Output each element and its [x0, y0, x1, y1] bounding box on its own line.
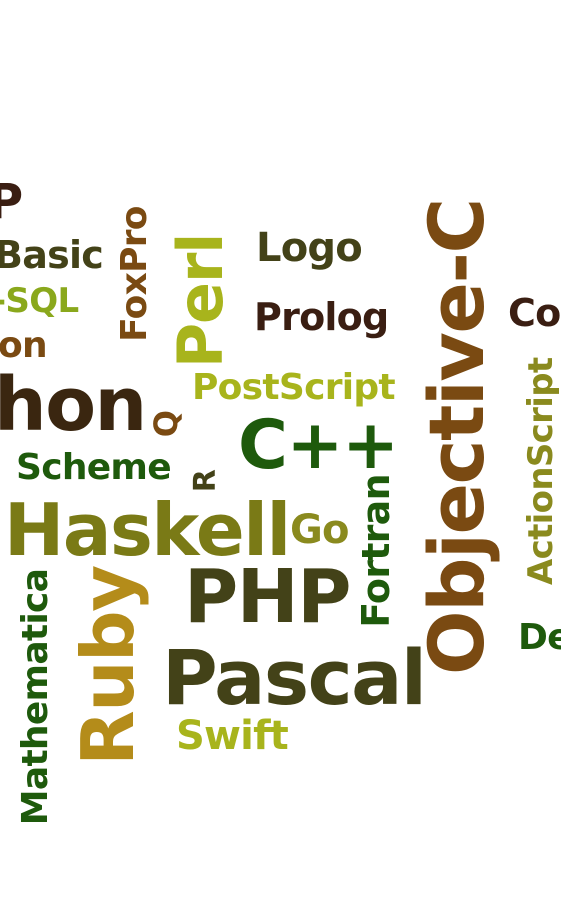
word-php: PHP [184, 554, 351, 640]
word-basic: Basic [0, 233, 104, 277]
word-de: De [518, 617, 561, 658]
word-scheme: Scheme [16, 447, 172, 488]
word-actionscript: ActionScript [521, 357, 561, 585]
word-logo: Logo [256, 225, 363, 271]
word-sql: -SQL [0, 281, 79, 321]
word-cpp: C++ [238, 406, 399, 485]
word-foxpro: FoxPro [114, 206, 155, 342]
word-swift: Swift [176, 713, 289, 759]
word-co: Co [508, 291, 561, 335]
word-fortran: Fortran [354, 474, 398, 628]
word-haskell: Haskell [4, 488, 291, 572]
word-postscript: PostScript [192, 367, 396, 408]
word-go: Go [290, 507, 350, 553]
word-pascal: Pascal [162, 633, 427, 722]
word-p-fragment: P [0, 174, 23, 230]
word-perl: Perl [164, 233, 237, 369]
word-ruby: Ruby [66, 566, 150, 766]
word-objective-c: Objective-C [412, 199, 501, 675]
word-q: Q [147, 410, 185, 438]
word-mathematica: Mathematica [15, 568, 56, 826]
word-hon: hon [0, 362, 147, 448]
word-prolog: Prolog [254, 295, 389, 339]
word-on: on [0, 325, 48, 366]
